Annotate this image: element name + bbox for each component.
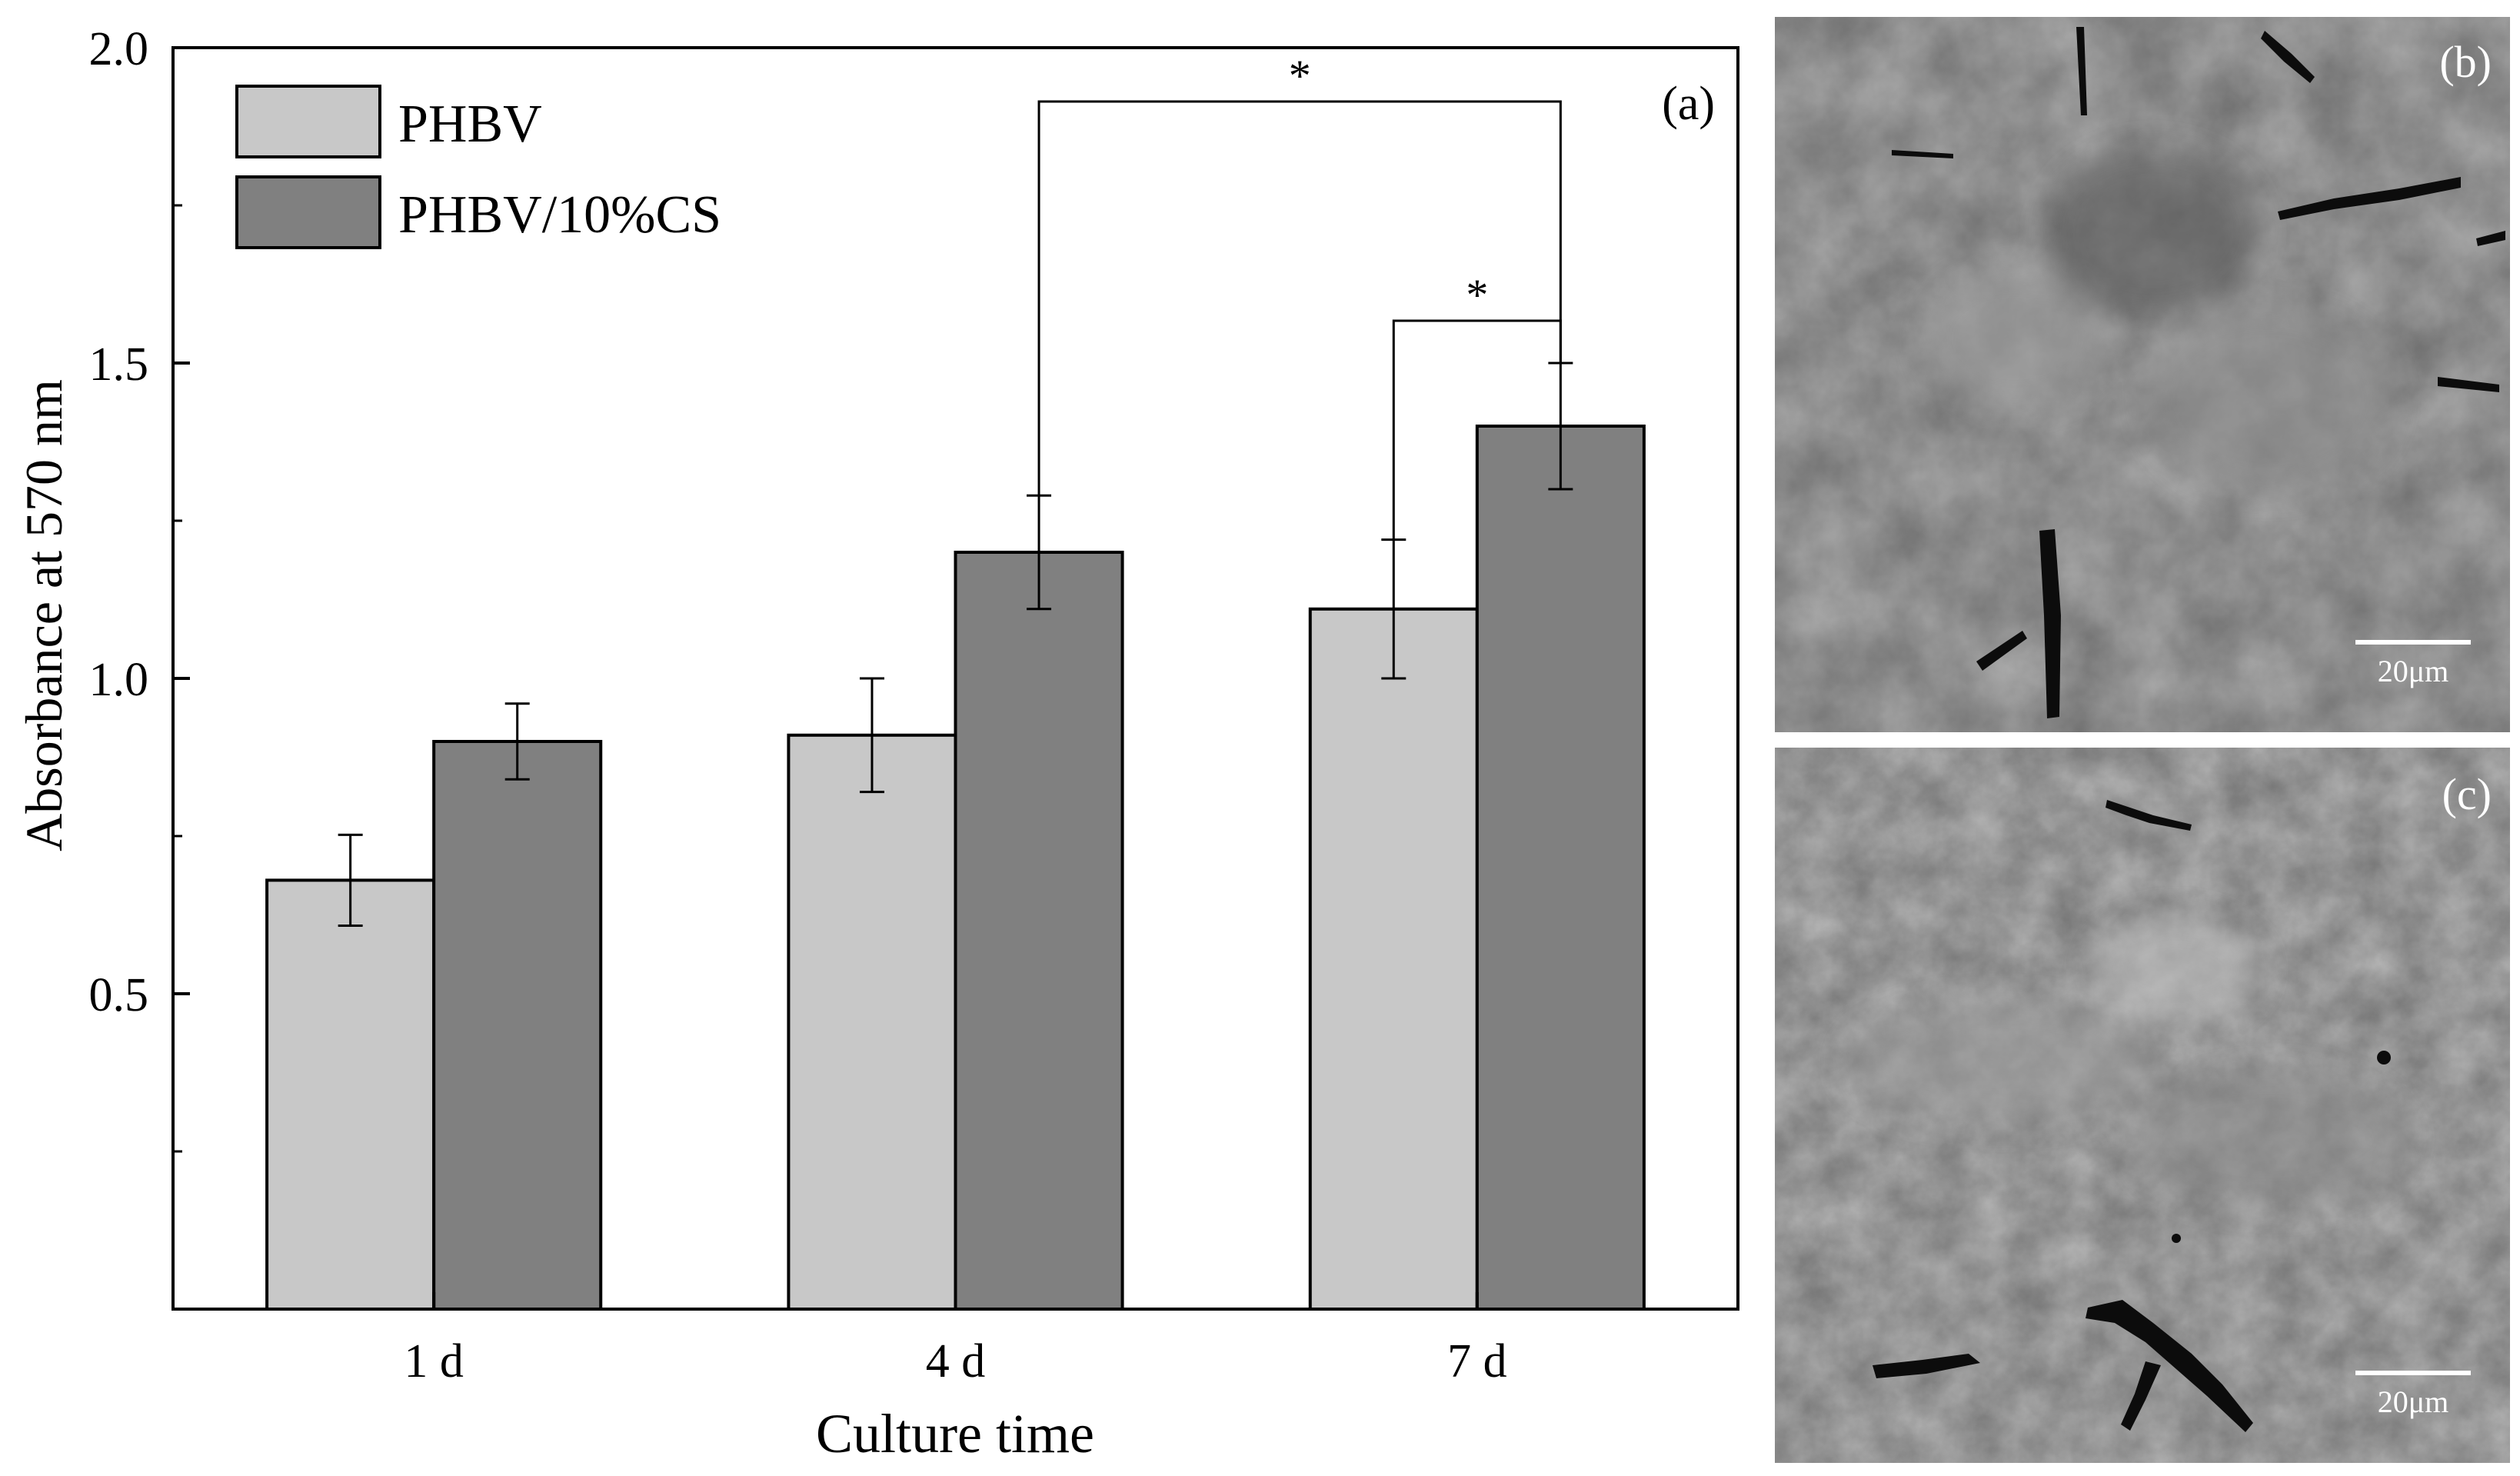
legend-swatch-phbv: [235, 85, 381, 158]
significance-line: [1037, 100, 1562, 496]
legend-label-phbv: PHBV: [398, 95, 542, 154]
x-tick-label: 1 d: [404, 1335, 464, 1388]
bars-layer: [265, 425, 1646, 1311]
bar-phbv-7d: [1308, 607, 1479, 1311]
significance-star: *: [1289, 51, 1311, 101]
error-bar-phbv-cs-1d: [504, 702, 530, 781]
y-axis-ticks: 0.5 1.0 1.5 2.0: [89, 23, 190, 1153]
x-axis-label: Culture time: [816, 1403, 1094, 1464]
crack-marks: [1892, 27, 2505, 718]
error-bar-phbv-1d: [338, 833, 363, 927]
y-tick-label: 1.5: [89, 338, 149, 391]
scale-bar-label-c: 20μm: [2378, 1384, 2449, 1419]
panel-label-a: (a): [1662, 78, 1715, 130]
y-tick-label: 2.0: [89, 23, 149, 75]
scale-bar-label-b: 20μm: [2378, 654, 2449, 688]
significance-bracket-2: *: [1392, 270, 1562, 540]
significance-bracket-1: *: [1037, 51, 1562, 496]
significance-star: *: [1466, 270, 1488, 320]
significance-line: [1392, 319, 1562, 540]
pore-marks: [1873, 800, 2391, 1432]
panel-label-c: (c): [2442, 769, 2492, 819]
bar-phbv-cs-1d: [432, 740, 603, 1311]
x-axis-ticks: 1 d 4 d 7 d: [404, 1292, 1507, 1388]
scale-bar-b: [2355, 640, 2471, 645]
bar-phbv-1d: [265, 878, 436, 1311]
sem-micrograph-b: 20μm (b): [1775, 17, 2510, 732]
bar-phbv-4d: [787, 733, 957, 1311]
x-tick-label: 4 d: [926, 1335, 986, 1388]
bar-phbv-cs-4d: [954, 551, 1124, 1311]
legend-label-phbv-cs: PHBV/10%CS: [398, 185, 721, 245]
error-bar-phbv-4d: [859, 677, 884, 794]
significance-layer: **: [1037, 51, 1562, 540]
x-tick-label: 7 d: [1447, 1335, 1507, 1388]
legend-swatch-phbv-cs: [235, 175, 381, 249]
legend: PHBV PHBV/10%CS: [235, 85, 721, 249]
scale-bar-c: [2355, 1371, 2471, 1375]
y-axis-label: Absorbance at 570 nm: [15, 379, 73, 851]
y-tick-label: 0.5: [89, 969, 149, 1021]
panel-label-b: (b): [2439, 37, 2492, 87]
y-tick-label: 1.0: [89, 654, 149, 706]
sem-micrograph-c: 20μm (c): [1775, 748, 2510, 1463]
bar-phbv-cs-7d: [1475, 425, 1646, 1311]
